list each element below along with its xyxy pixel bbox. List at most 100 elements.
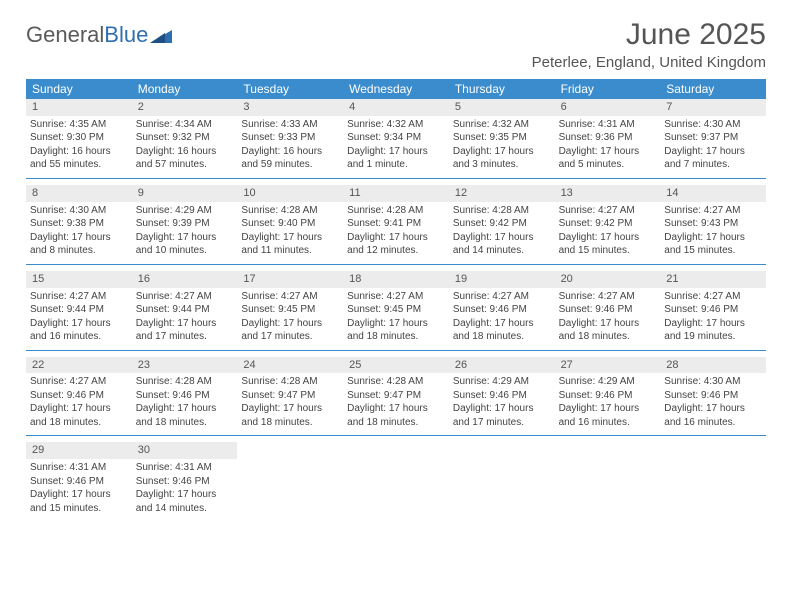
day-cell: 15Sunrise: 4:27 AMSunset: 9:44 PMDayligh…: [26, 271, 132, 350]
daylight-text: Daylight: 17 hours and 16 minutes.: [30, 317, 128, 344]
day-number: 26: [455, 359, 467, 371]
day-cell: 14Sunrise: 4:27 AMSunset: 9:43 PMDayligh…: [660, 185, 766, 264]
day-number-row: 30: [132, 442, 238, 459]
sunset-text: Sunset: 9:45 PM: [347, 303, 445, 317]
sunrise-text: Sunrise: 4:31 AM: [136, 461, 234, 475]
sunset-text: Sunset: 9:44 PM: [30, 303, 128, 317]
sunrise-text: Sunrise: 4:29 AM: [453, 375, 551, 389]
day-number: 10: [243, 187, 255, 199]
day-number: 12: [455, 187, 467, 199]
daylight-text: Daylight: 17 hours and 18 minutes.: [347, 402, 445, 429]
sunset-text: Sunset: 9:33 PM: [241, 131, 339, 145]
day-number-row: 10: [237, 185, 343, 202]
day-number-row: 16: [132, 271, 238, 288]
daylight-text: Daylight: 17 hours and 12 minutes.: [347, 231, 445, 258]
weeks-container: 1Sunrise: 4:35 AMSunset: 9:30 PMDaylight…: [26, 99, 766, 521]
sunrise-text: Sunrise: 4:32 AM: [453, 118, 551, 132]
day-cell: 13Sunrise: 4:27 AMSunset: 9:42 PMDayligh…: [555, 185, 661, 264]
sunset-text: Sunset: 9:46 PM: [453, 389, 551, 403]
sunrise-text: Sunrise: 4:28 AM: [453, 204, 551, 218]
daylight-text: Daylight: 17 hours and 18 minutes.: [559, 317, 657, 344]
location: Peterlee, England, United Kingdom: [532, 54, 766, 71]
sunset-text: Sunset: 9:43 PM: [664, 217, 762, 231]
day-number: 13: [561, 187, 573, 199]
day-header-sun: Sunday: [26, 79, 132, 99]
sunset-text: Sunset: 9:47 PM: [241, 389, 339, 403]
day-cell: 23Sunrise: 4:28 AMSunset: 9:46 PMDayligh…: [132, 357, 238, 436]
day-number: 19: [455, 273, 467, 285]
day-cell: 5Sunrise: 4:32 AMSunset: 9:35 PMDaylight…: [449, 99, 555, 178]
day-cell: 21Sunrise: 4:27 AMSunset: 9:46 PMDayligh…: [660, 271, 766, 350]
day-number-row: 8: [26, 185, 132, 202]
week-row: 8Sunrise: 4:30 AMSunset: 9:38 PMDaylight…: [26, 185, 766, 265]
day-cell: 10Sunrise: 4:28 AMSunset: 9:40 PMDayligh…: [237, 185, 343, 264]
day-number-row: 21: [660, 271, 766, 288]
daylight-text: Daylight: 17 hours and 18 minutes.: [30, 402, 128, 429]
day-number: 17: [243, 273, 255, 285]
sunset-text: Sunset: 9:37 PM: [664, 131, 762, 145]
day-cell: 3Sunrise: 4:33 AMSunset: 9:33 PMDaylight…: [237, 99, 343, 178]
sunrise-text: Sunrise: 4:33 AM: [241, 118, 339, 132]
sunrise-text: Sunrise: 4:28 AM: [347, 375, 445, 389]
sunset-text: Sunset: 9:46 PM: [136, 475, 234, 489]
title-block: June 2025 Peterlee, England, United King…: [532, 18, 766, 71]
sunrise-text: Sunrise: 4:27 AM: [664, 204, 762, 218]
sunrise-text: Sunrise: 4:30 AM: [664, 375, 762, 389]
logo: GeneralBlue: [26, 22, 172, 48]
day-cell: 27Sunrise: 4:29 AMSunset: 9:46 PMDayligh…: [555, 357, 661, 436]
sunrise-text: Sunrise: 4:27 AM: [347, 290, 445, 304]
logo-text-general: General: [26, 22, 104, 48]
week-row: 1Sunrise: 4:35 AMSunset: 9:30 PMDaylight…: [26, 99, 766, 179]
daylight-text: Daylight: 17 hours and 15 minutes.: [559, 231, 657, 258]
day-number: 28: [666, 359, 678, 371]
sunset-text: Sunset: 9:32 PM: [136, 131, 234, 145]
sunrise-text: Sunrise: 4:31 AM: [30, 461, 128, 475]
sunset-text: Sunset: 9:41 PM: [347, 217, 445, 231]
day-cell: 22Sunrise: 4:27 AMSunset: 9:46 PMDayligh…: [26, 357, 132, 436]
sunrise-text: Sunrise: 4:28 AM: [241, 375, 339, 389]
sunset-text: Sunset: 9:44 PM: [136, 303, 234, 317]
day-number: 3: [243, 101, 249, 113]
day-number-row: 6: [555, 99, 661, 116]
day-number-row: 28: [660, 357, 766, 374]
day-cell: 29Sunrise: 4:31 AMSunset: 9:46 PMDayligh…: [26, 442, 132, 521]
daylight-text: Daylight: 17 hours and 7 minutes.: [664, 145, 762, 172]
day-header-fri: Friday: [555, 79, 661, 99]
daylight-text: Daylight: 17 hours and 17 minutes.: [241, 317, 339, 344]
day-cell: [660, 442, 766, 521]
day-number: 11: [349, 187, 360, 199]
week-row: 15Sunrise: 4:27 AMSunset: 9:44 PMDayligh…: [26, 271, 766, 351]
day-number-row: 7: [660, 99, 766, 116]
sunset-text: Sunset: 9:47 PM: [347, 389, 445, 403]
daylight-text: Daylight: 17 hours and 19 minutes.: [664, 317, 762, 344]
sunrise-text: Sunrise: 4:28 AM: [241, 204, 339, 218]
daylight-text: Daylight: 17 hours and 16 minutes.: [664, 402, 762, 429]
day-header-mon: Monday: [132, 79, 238, 99]
day-number-row: 22: [26, 357, 132, 374]
day-cell: 17Sunrise: 4:27 AMSunset: 9:45 PMDayligh…: [237, 271, 343, 350]
day-number-row: 27: [555, 357, 661, 374]
sunrise-text: Sunrise: 4:34 AM: [136, 118, 234, 132]
sunset-text: Sunset: 9:36 PM: [559, 131, 657, 145]
sunrise-text: Sunrise: 4:29 AM: [559, 375, 657, 389]
day-number-row: 26: [449, 357, 555, 374]
day-number-row: 11: [343, 185, 449, 202]
daylight-text: Daylight: 17 hours and 18 minutes.: [453, 317, 551, 344]
daylight-text: Daylight: 17 hours and 11 minutes.: [241, 231, 339, 258]
sunrise-text: Sunrise: 4:27 AM: [453, 290, 551, 304]
header: GeneralBlue June 2025 Peterlee, England,…: [26, 18, 766, 71]
calendar: Sunday Monday Tuesday Wednesday Thursday…: [26, 79, 766, 521]
daylight-text: Daylight: 17 hours and 15 minutes.: [30, 488, 128, 515]
week-row: 29Sunrise: 4:31 AMSunset: 9:46 PMDayligh…: [26, 442, 766, 521]
sunset-text: Sunset: 9:46 PM: [30, 475, 128, 489]
day-number: 5: [455, 101, 461, 113]
sunrise-text: Sunrise: 4:29 AM: [136, 204, 234, 218]
day-number-row: 24: [237, 357, 343, 374]
sunset-text: Sunset: 9:30 PM: [30, 131, 128, 145]
day-number: 9: [138, 187, 144, 199]
sunset-text: Sunset: 9:46 PM: [559, 389, 657, 403]
month-title: June 2025: [532, 18, 766, 52]
day-number: 4: [349, 101, 355, 113]
daylight-text: Daylight: 17 hours and 15 minutes.: [664, 231, 762, 258]
day-cell: 11Sunrise: 4:28 AMSunset: 9:41 PMDayligh…: [343, 185, 449, 264]
